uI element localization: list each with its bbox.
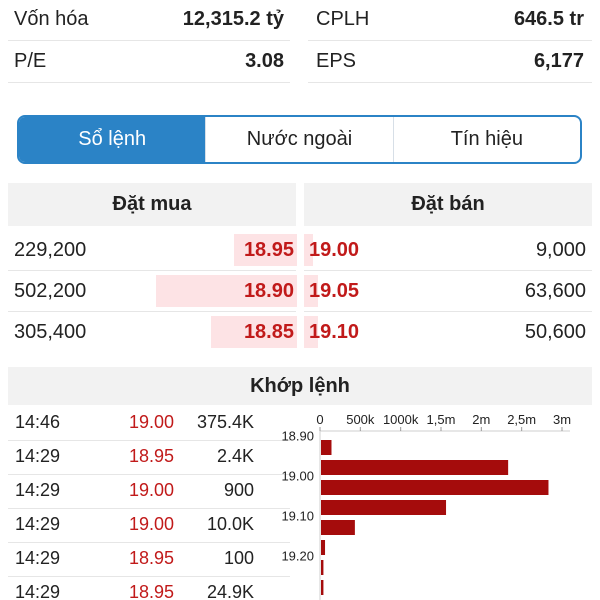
volume-bar	[321, 580, 324, 595]
trade-row: 14:29 18.95 2.4K	[0, 440, 290, 475]
ask-price: 19.00	[309, 239, 360, 261]
divider	[308, 82, 592, 83]
stat-value-pe: 3.08	[245, 50, 284, 72]
bid-depth-bar	[234, 234, 297, 266]
trade-volume: 2.4K	[216, 446, 254, 466]
matched-trades-header: Khớp lệnh	[8, 367, 592, 405]
stat-value-shares-outstanding: 646.5 tr	[513, 8, 584, 30]
trade-row: 14:29 19.00 10.0K	[0, 508, 290, 543]
divider	[8, 82, 290, 83]
trade-time: 14:29	[15, 446, 61, 466]
divider	[8, 508, 290, 509]
trade-row: 14:46 19.00 375.4K	[0, 406, 290, 441]
trade-time: 14:29	[15, 582, 61, 600]
stat-label-eps: EPS	[316, 50, 357, 72]
x-tick-label: 1,5m	[427, 412, 456, 427]
segmented-tabs: Sổ lệnh Nước ngoài Tín hiệu	[17, 115, 582, 164]
trade-row: 14:29 19.00 900	[0, 474, 290, 509]
stat-value-eps: 6,177	[533, 50, 584, 72]
volume-bar	[321, 460, 509, 475]
bid-price: 18.95	[243, 239, 294, 261]
y-tick-label: 19.00	[281, 469, 314, 484]
trade-volume: 100	[223, 548, 254, 568]
trade-price: 18.95	[129, 446, 175, 466]
x-tick-label: 0	[316, 412, 323, 427]
tab-foreign[interactable]: Nước ngoài	[205, 117, 392, 162]
volume-bar	[321, 480, 549, 495]
ask-depth-bar	[304, 275, 318, 307]
divider	[8, 542, 290, 543]
trade-price: 19.00	[129, 480, 175, 500]
bid-price: 18.90	[243, 280, 294, 302]
volume-bar	[321, 560, 324, 575]
trade-time: 14:29	[15, 548, 61, 568]
bid-price: 18.85	[243, 321, 294, 343]
stat-label-pe: P/E	[14, 50, 47, 72]
tab-signals[interactable]: Tín hiệu	[392, 117, 580, 162]
bid-volume: 305,400	[14, 321, 87, 343]
volume-bar	[321, 440, 332, 455]
x-tick-label: 500k	[346, 412, 375, 427]
trade-price: 18.95	[129, 582, 175, 600]
tab-order-book[interactable]: Sổ lệnh	[19, 117, 206, 162]
ask-volume: 9,000	[535, 239, 586, 261]
bid-header: Đặt mua	[8, 183, 296, 226]
divider	[8, 474, 290, 475]
stats-row-1: Vốn hóa 12,315.2 tỷ CPLH 646.5 tr	[0, 0, 600, 41]
bid-volume: 229,200	[14, 239, 87, 261]
y-tick-label: 19.10	[281, 509, 314, 524]
order-book-row: 502,200 18.90 19.05 63,600	[0, 271, 600, 312]
stat-label-shares-outstanding: CPLH	[316, 8, 370, 30]
ask-price: 19.05	[309, 280, 360, 302]
trade-row: 14:29 18.95 100	[0, 542, 290, 577]
y-tick-label: 18.90	[281, 429, 314, 444]
bid-volume: 502,200	[14, 280, 87, 302]
stat-value-market-cap: 12,315.2 tỷ	[182, 8, 284, 30]
volume-bar	[321, 520, 355, 535]
divider	[308, 40, 592, 41]
bid-depth-bar	[156, 275, 297, 307]
trade-price: 18.95	[129, 548, 175, 568]
y-tick-label: 19.20	[281, 549, 314, 564]
ask-volume: 63,600	[524, 280, 586, 302]
trade-volume: 10.0K	[206, 514, 254, 534]
stats-row-2: P/E 3.08 EPS 6,177	[0, 42, 600, 83]
x-tick-label: 2,5m	[507, 412, 536, 427]
trade-volume: 375.4K	[196, 412, 254, 432]
order-book-row: 305,400 18.85 19.10 50,600	[0, 312, 600, 352]
ask-depth-bar	[304, 316, 318, 348]
divider	[8, 311, 296, 312]
ask-depth-bar	[304, 234, 313, 266]
volume-by-price-chart: 0 500k 1000k 1,5m 2m 2,5m 3m 18.90 19.00 19.10 19.…	[281, 412, 571, 600]
trade-volume: 900	[223, 480, 254, 500]
divider	[304, 270, 592, 271]
volume-bar	[321, 500, 447, 515]
ask-volume: 50,600	[524, 321, 586, 343]
trade-price: 19.00	[129, 514, 175, 534]
x-tick-label: 3m	[553, 412, 571, 427]
ask-header: Đặt bán	[304, 183, 592, 226]
trade-row: 14:29 18.95 24.9K	[0, 576, 290, 600]
trade-time: 14:46	[15, 412, 61, 432]
x-tick-label: 2m	[472, 412, 490, 427]
divider	[8, 270, 296, 271]
volume-bar	[321, 540, 326, 555]
bid-depth-bar	[211, 316, 297, 348]
divider	[8, 40, 290, 41]
divider	[8, 440, 290, 441]
stat-label-market-cap: Vốn hóa	[14, 8, 89, 30]
ask-price: 19.10	[309, 321, 360, 343]
order-book-row: 229,200 18.95 19.00 9,000	[0, 230, 600, 271]
x-tick-label: 1000k	[383, 412, 419, 427]
trade-price: 19.00	[129, 412, 175, 432]
divider	[8, 576, 290, 577]
trade-volume: 24.9K	[206, 582, 254, 600]
divider	[304, 311, 592, 312]
trade-time: 14:29	[15, 514, 61, 534]
trade-time: 14:29	[15, 480, 61, 500]
